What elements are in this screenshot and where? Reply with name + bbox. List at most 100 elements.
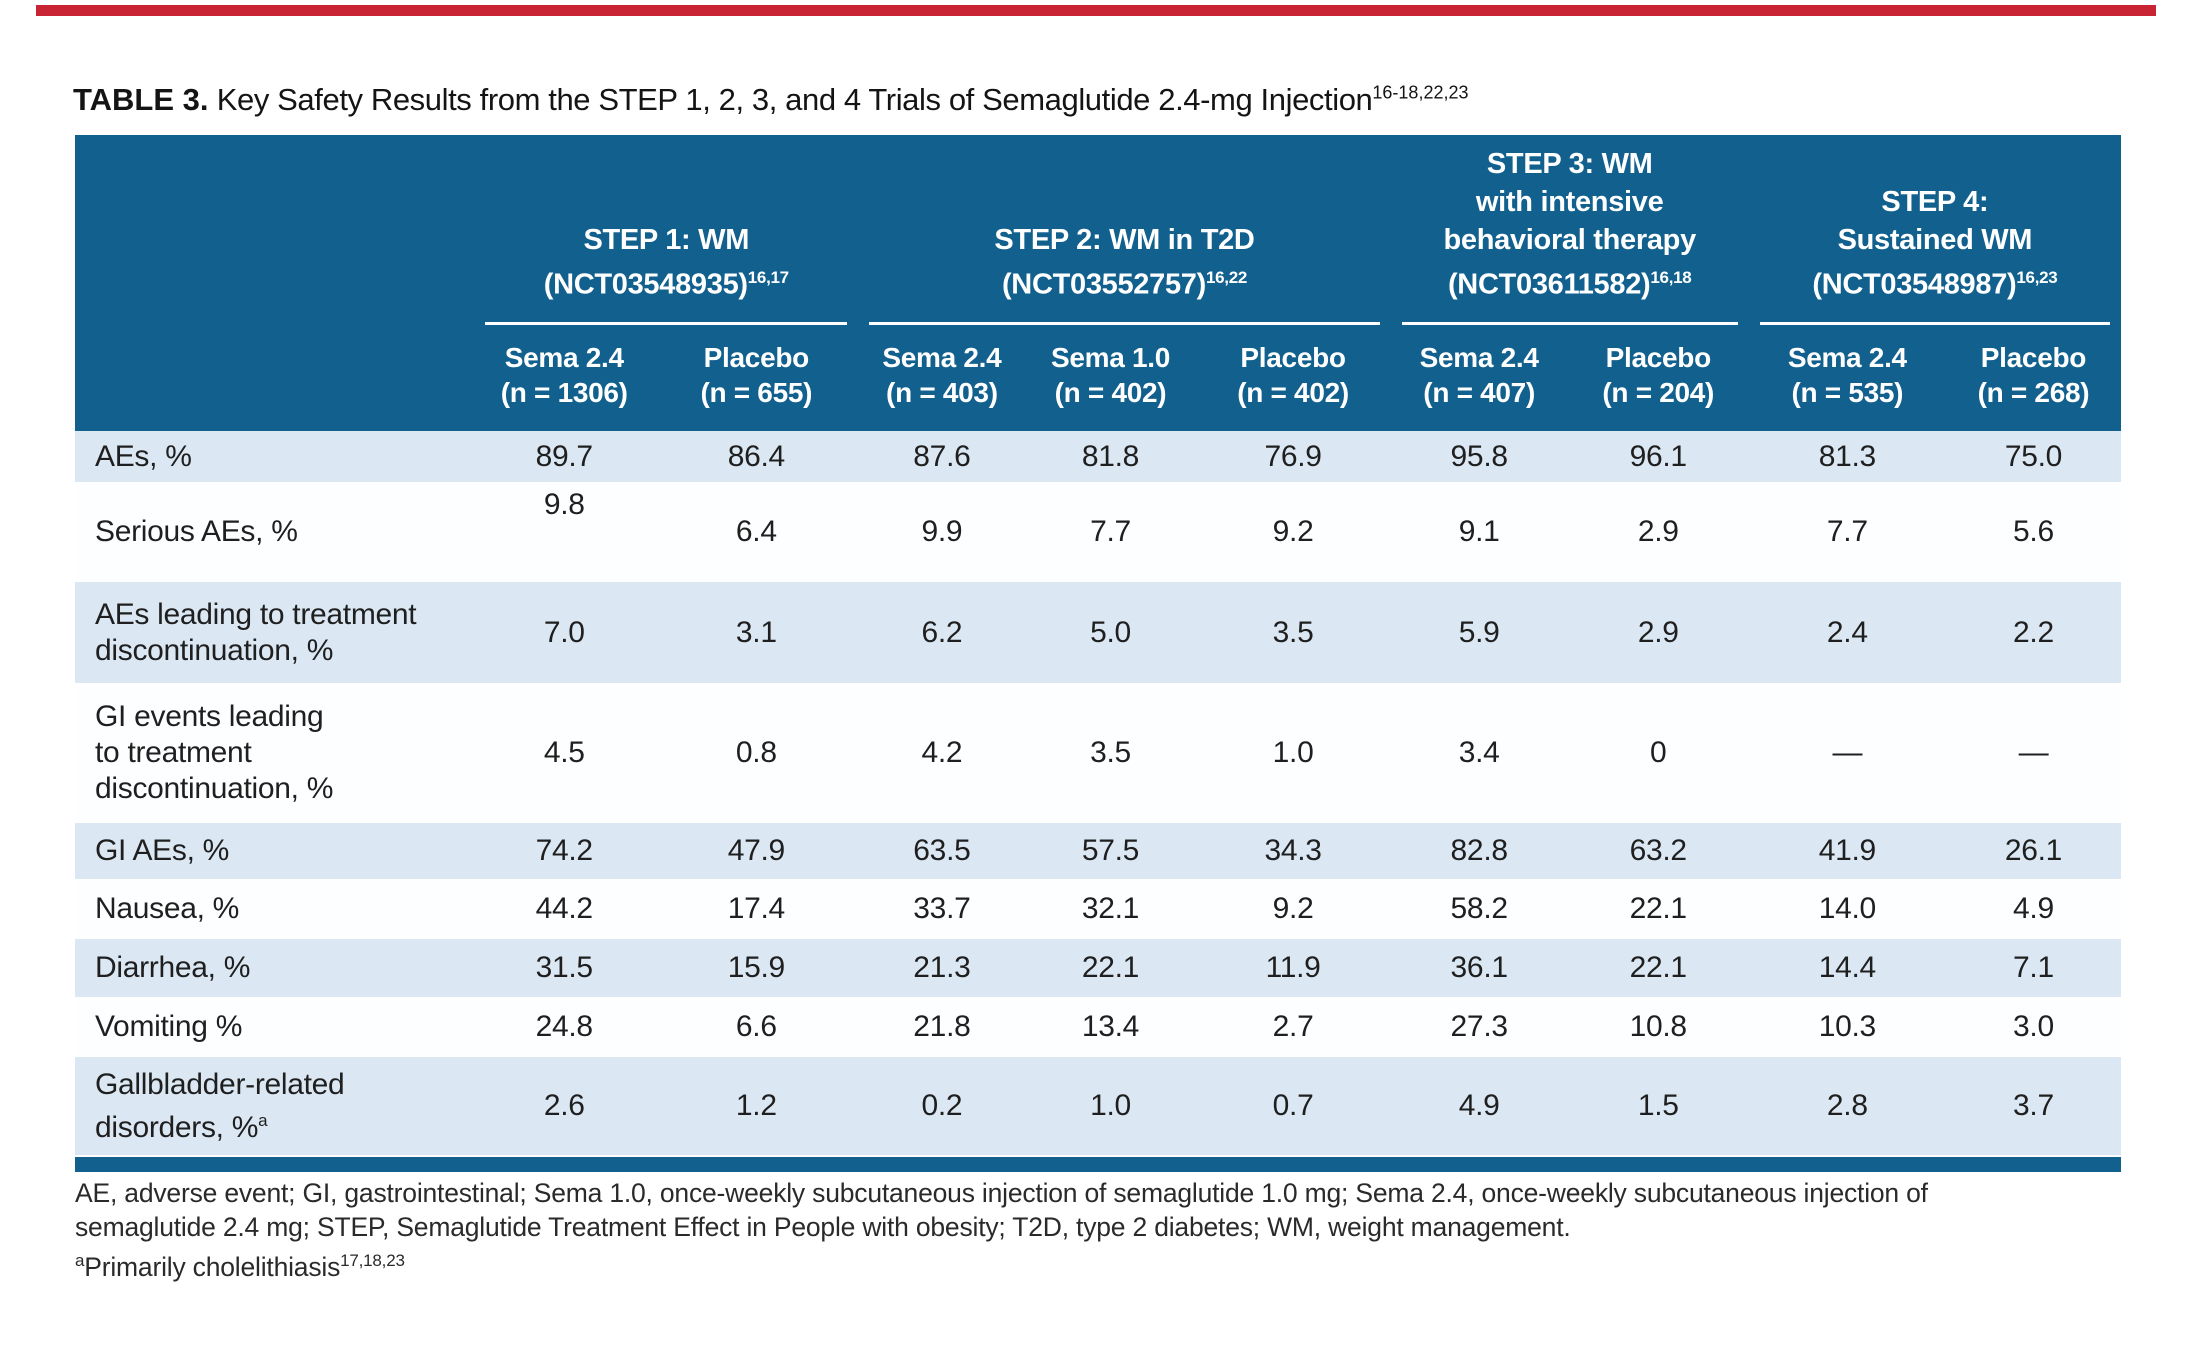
row-label: Nausea, % (75, 880, 475, 938)
value-cell: 96.1 (1567, 431, 1749, 483)
value-cell: 21.8 (858, 998, 1026, 1056)
value-cell: 81.3 (1748, 431, 1946, 483)
group-header-line: (NCT03548987)16,23 (1812, 268, 2058, 301)
value-cell: 6.4 (654, 483, 859, 581)
value-cell: 0.2 (858, 1056, 1026, 1156)
group-header-line: STEP 1: WM (583, 224, 750, 257)
value-cell: 2.7 (1195, 998, 1391, 1056)
table-title-prefix: TABLE 3. (73, 82, 209, 117)
value-cell: 75.0 (1945, 431, 2121, 483)
value-cell: 36.1 (1390, 938, 1568, 998)
value-cell: 76.9 (1195, 431, 1391, 483)
table-row: Serious AEs, % 9.8 6.4 9.9 7.7 9.2 9.1 2.9 7.7 5.… (75, 483, 2121, 581)
table-footnotes: AE, adverse event; GI, gastrointestinal;… (75, 1176, 2075, 1284)
table-row: Diarrhea, % 31.5 15.9 21.3 22.1 11.9 36.1 22.1 1… (75, 938, 2121, 998)
value-cell: 6.2 (858, 581, 1026, 684)
top-accent-rule (36, 5, 2156, 16)
value-cell: 0 (1567, 684, 1749, 822)
column-header: Placebo (n = 655) (654, 325, 859, 431)
group-header-title: STEP 4: Sustained WM (NCT03548987)16,23 (1759, 183, 2110, 325)
value-cell: 4.9 (1390, 1056, 1568, 1156)
column-header: Sema 2.4 (n = 407) (1390, 325, 1568, 431)
column-header-n: (n = 403) (886, 377, 998, 408)
value-cell: 7.1 (1945, 938, 2121, 998)
group-header-title: STEP 2: WM in T2D (NCT03552757)16,22 (869, 221, 1380, 325)
group-header-line: STEP 4: (1881, 186, 1989, 219)
value-cell: 95.8 (1390, 431, 1568, 483)
footnote-a-references: 17,18,23 (340, 1251, 405, 1270)
value-cell: — (1748, 684, 1946, 822)
column-header-drug: Sema 1.0 (1050, 342, 1170, 373)
value-cell: 86.4 (654, 431, 859, 483)
value-cell: 5.6 (1945, 483, 2121, 581)
column-header-drug: Placebo (703, 342, 810, 373)
value-cell: 21.3 (858, 938, 1026, 998)
column-header-n: (n = 204) (1602, 377, 1715, 408)
column-header-n: (n = 407) (1423, 377, 1535, 408)
value-cell: 11.9 (1195, 938, 1391, 998)
column-header-n: (n = 402) (1054, 377, 1167, 408)
raised-value: 9.8 (543, 488, 585, 521)
group-header-line: (NCT03552757)16,22 (1001, 268, 1248, 301)
table-title-references: 16-18,22,23 (1372, 82, 1469, 103)
value-cell: 3.5 (1195, 581, 1391, 684)
value-cell: 2.2 (1945, 581, 2121, 684)
value-cell: 0.8 (654, 684, 859, 822)
group-header-title: STEP 1: WM (NCT03548935)16,17 (485, 221, 848, 325)
value-cell: 31.5 (474, 938, 655, 998)
value-cell: 26.1 (1945, 822, 2121, 880)
value-cell: 1.0 (1195, 684, 1391, 822)
value-cell: 58.2 (1390, 880, 1568, 938)
footnote-a-marker: a (75, 1251, 85, 1270)
value-cell: 7.7 (1025, 483, 1196, 581)
table-title-text: Key Safety Results from the STEP 1, 2, 3… (208, 82, 1373, 117)
value-cell: 4.9 (1945, 880, 2121, 938)
group-header-references: 16,18 (1650, 268, 1692, 288)
row-label: Diarrhea, % (75, 938, 475, 998)
table-title: TABLE 3. Key Safety Results from the STE… (73, 82, 1469, 118)
value-cell: 81.8 (1025, 431, 1196, 483)
value-cell: 41.9 (1748, 822, 1946, 880)
column-header-drug: Placebo (1980, 342, 2087, 373)
column-header: Sema 1.0 (n = 402) (1025, 325, 1196, 431)
value-cell: 10.3 (1748, 998, 1946, 1056)
group-header-line: (NCT03548935)16,17 (543, 268, 789, 301)
group-header-references: 16,22 (1205, 268, 1248, 288)
column-header-n: (n = 655) (700, 377, 813, 408)
abbreviation-note: AE, adverse event; GI, gastrointestinal;… (75, 1178, 1928, 1242)
value-cell: 2.8 (1748, 1056, 1946, 1156)
column-header-n: (n = 1306) (500, 377, 628, 408)
value-cell: 22.1 (1567, 880, 1749, 938)
value-cell: 5.0 (1025, 581, 1196, 684)
row-label: GI events leading to treatment discontin… (75, 684, 475, 822)
table-row: Vomiting % 24.8 6.6 21.8 13.4 2.7 27.3 10.8 10.3… (75, 998, 2121, 1056)
column-header: Placebo (n = 402) (1195, 325, 1391, 431)
group-header-line: with intensive (1475, 186, 1664, 219)
column-header-drug: Sema 2.4 (1419, 342, 1539, 373)
row-label: GI AEs, % (75, 822, 475, 880)
header-corner-cell (75, 135, 475, 431)
value-cell: 89.7 (474, 431, 655, 483)
group-header-row: STEP 1: WM (NCT03548935)16,17 STEP 2: WM i… (75, 135, 2121, 431)
value-cell: 0.7 (1195, 1056, 1391, 1156)
value-cell: 57.5 (1025, 822, 1196, 880)
value-cell: 63.2 (1567, 822, 1749, 880)
table-row: AEs leading to treatment discontinuation… (75, 581, 2121, 684)
value-cell: 2.9 (1567, 483, 1749, 581)
row-label: Serious AEs, % (75, 483, 475, 581)
value-cell: 6.6 (654, 998, 859, 1056)
value-cell: 3.7 (1945, 1056, 2121, 1156)
row-label: Vomiting % (75, 998, 475, 1056)
group-header-references: 16,17 (747, 268, 789, 288)
value-cell: 3.5 (1025, 684, 1196, 822)
group-header-title: STEP 3: WM with intensive behavioral thera… (1401, 145, 1738, 325)
table-row: AEs, % 89.7 86.4 87.6 81.8 76.9 95.8 96.1 81.3 75… (75, 431, 2121, 483)
value-cell: 7.0 (474, 581, 655, 684)
value-cell: 22.1 (1025, 938, 1196, 998)
table-body: AEs, % 89.7 86.4 87.6 81.8 76.9 95.8 96.1 81.3 75… (75, 431, 2121, 1156)
value-cell: 14.0 (1748, 880, 1946, 938)
value-cell: 44.2 (474, 880, 655, 938)
value-cell: 13.4 (1025, 998, 1196, 1056)
column-header-n: (n = 535) (1791, 377, 1904, 408)
group-header-step-4: STEP 4: Sustained WM (NCT03548987)16,23 (1748, 135, 2121, 325)
